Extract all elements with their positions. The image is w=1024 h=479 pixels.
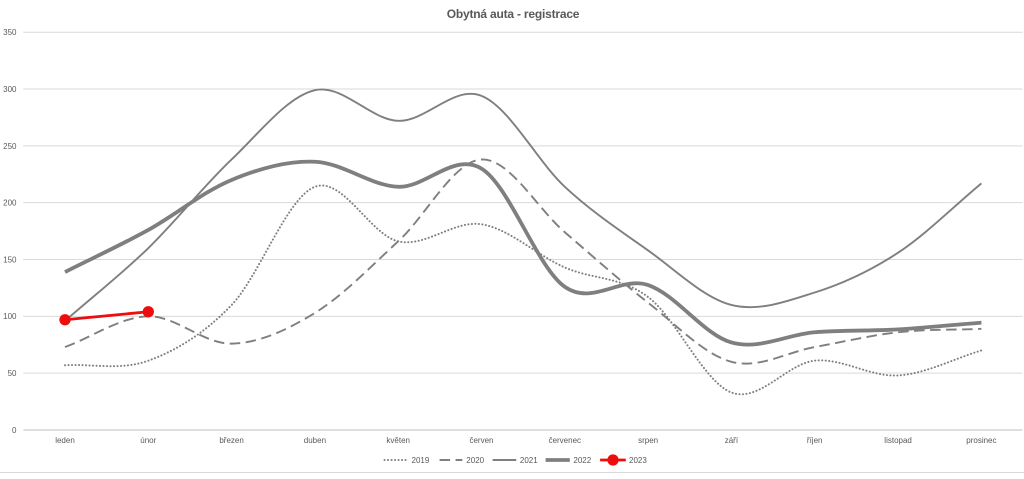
svg-text:leden: leden bbox=[55, 436, 75, 445]
svg-text:2020: 2020 bbox=[466, 456, 484, 465]
svg-text:2022: 2022 bbox=[573, 456, 591, 465]
svg-text:září: září bbox=[725, 436, 739, 445]
svg-text:prosinec: prosinec bbox=[966, 436, 996, 445]
svg-text:červen: červen bbox=[469, 436, 493, 445]
svg-text:200: 200 bbox=[3, 199, 17, 208]
svg-text:2021: 2021 bbox=[520, 456, 538, 465]
svg-text:0: 0 bbox=[12, 426, 17, 435]
svg-text:150: 150 bbox=[3, 255, 17, 264]
svg-text:květen: květen bbox=[386, 436, 410, 445]
svg-text:350: 350 bbox=[3, 28, 17, 37]
svg-text:300: 300 bbox=[3, 85, 17, 94]
svg-text:listopad: listopad bbox=[884, 436, 912, 445]
svg-text:duben: duben bbox=[304, 436, 326, 445]
svg-text:2019: 2019 bbox=[412, 456, 430, 465]
svg-text:březen: březen bbox=[219, 436, 243, 445]
svg-text:100: 100 bbox=[3, 312, 17, 321]
svg-text:Obytná auta - registrace: Obytná auta - registrace bbox=[447, 7, 580, 21]
svg-text:únor: únor bbox=[140, 436, 156, 445]
svg-text:50: 50 bbox=[8, 369, 17, 378]
svg-text:říjen: říjen bbox=[807, 436, 823, 445]
svg-text:červenec: červenec bbox=[549, 436, 581, 445]
svg-text:srpen: srpen bbox=[638, 436, 658, 445]
svg-text:2023: 2023 bbox=[629, 456, 647, 465]
svg-text:250: 250 bbox=[3, 142, 17, 151]
